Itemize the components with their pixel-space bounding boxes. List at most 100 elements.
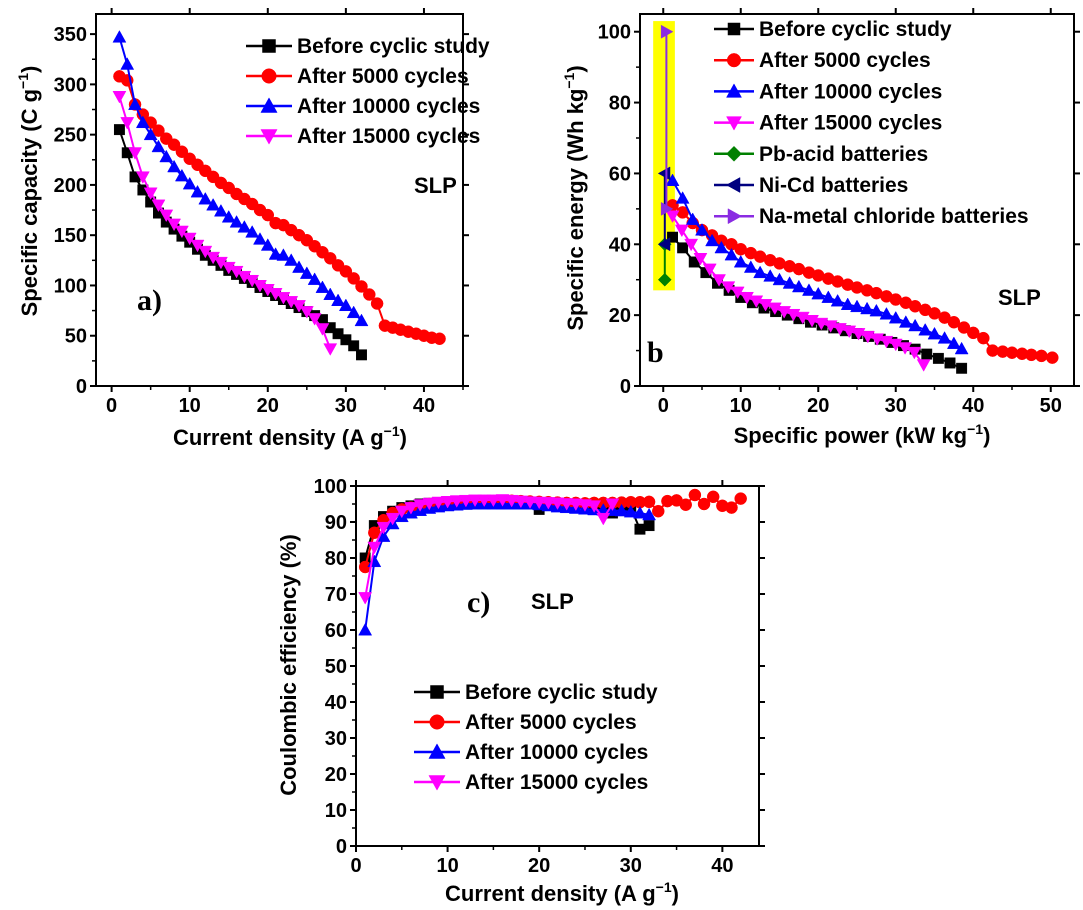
panel-b-x-tick-label: 50 <box>1040 395 1062 417</box>
panel-a-x-tick-label: 0 <box>106 395 117 417</box>
panel-b-series-1-point <box>947 315 961 329</box>
panel-b-series-1-point <box>967 326 980 340</box>
panel-b-series-3-point <box>916 359 931 372</box>
panel-a-series-2-point <box>307 272 322 285</box>
chart-b: b SLP Specific power (kW kg−1) Specific … <box>561 8 1080 448</box>
panel-b-series-2-point <box>743 260 758 273</box>
panel-c-y-tick-label: 40 <box>325 692 347 714</box>
panel-b-series-5-point <box>657 237 671 252</box>
panel-a-legend-marker <box>262 39 276 53</box>
panel-a-series-0-point <box>348 340 360 352</box>
panel-a-series-2-point <box>167 159 182 173</box>
panel-a-series-2-point <box>159 149 174 163</box>
panel-b-series-3 <box>665 210 931 372</box>
panel-a-legend-label: After 5000 cycles <box>297 65 469 88</box>
panel-b-highlight-box <box>653 21 675 291</box>
panel-c-series-3-point <box>449 495 464 508</box>
panel-c-y-axis-label: Coulombic efficiency (%) <box>276 534 301 796</box>
panel-c-y-tick-label: 50 <box>325 656 347 678</box>
panel-b-series-2-point <box>685 212 700 225</box>
panel-c-series-3-point <box>458 494 473 508</box>
panel-b-series-2-point <box>937 331 952 344</box>
panel-a-series-2-point <box>253 232 267 245</box>
panel-c-legend-label: After 5000 cycles <box>465 711 637 734</box>
panel-b-legend-marker <box>727 22 741 36</box>
panel-b-series-3-point <box>740 291 754 305</box>
panel-b-series-2-point <box>908 318 923 332</box>
panel-c-series-3-point <box>568 498 583 512</box>
panel-c-series-1-point <box>688 488 702 502</box>
panel-b-series-2-point <box>946 336 961 349</box>
panel-c-y-tick-label: 30 <box>325 728 347 750</box>
panel-a-series-1-point <box>370 297 384 310</box>
panel-a-series-3 <box>112 90 338 356</box>
panel-b-series-3-point <box>684 238 699 252</box>
panel-a-series-2-point <box>292 260 306 273</box>
panel-c-series-3-point <box>495 494 510 507</box>
panel-a-legend-marker <box>260 129 278 145</box>
panel-c-series-0-point <box>634 523 646 535</box>
panel-a-legend: Before cyclic study After 5000 cycles Afte… <box>246 35 490 148</box>
panel-a-series-3-point <box>315 323 330 336</box>
panel-b-x-tick-label: 40 <box>962 395 984 417</box>
panel-b-series-2-point <box>705 233 719 247</box>
panel-a-series-1-point <box>355 280 368 293</box>
panel-b-series-2-point <box>675 191 690 204</box>
panel-b-series-2-point <box>860 301 874 315</box>
panel-a-series-3-point <box>128 147 142 160</box>
panel-c-series-3-point <box>559 498 574 511</box>
panel-c-series-3-point <box>358 592 373 605</box>
panel-a-series-3-point <box>151 199 166 213</box>
panel-c-x-tick-label: 20 <box>528 855 550 877</box>
panel-a-label: a) <box>137 284 162 317</box>
panel-a-series-0-point <box>340 334 352 346</box>
panel-c-series-3-point <box>550 497 565 510</box>
panel-a-series-2-point <box>284 253 299 266</box>
panel-c-y-tick-label: 70 <box>325 584 347 606</box>
panel-c-series-1-point <box>642 495 656 509</box>
panel-c-x-tick-label: 40 <box>711 855 733 877</box>
panel-a-legend-marker <box>260 97 278 113</box>
panel-c-series-3-point <box>532 496 547 510</box>
panel-b-y-tick-label: 0 <box>620 376 631 398</box>
panel-c-legend-marker <box>428 775 446 791</box>
panel-a-series-2-point <box>206 198 221 211</box>
panel-a-series-3-point <box>159 209 174 223</box>
panel-c-series-1-point <box>725 501 738 514</box>
panel-a-series-2-point <box>174 168 189 182</box>
panel-b-legend-marker <box>725 177 741 193</box>
panel-b-series-0-point <box>932 352 944 364</box>
panel-a-axes-frame <box>95 13 464 387</box>
panel-a-series-2-point <box>112 30 127 43</box>
panel-a-series-3-point <box>182 232 197 246</box>
panel-a-series-2 <box>112 30 369 327</box>
panel-a-series-3-point <box>299 306 314 319</box>
panel-b-plot-area <box>653 21 1059 374</box>
panel-c-series-2-point <box>642 507 657 521</box>
panel-b-series-2-point <box>927 326 942 340</box>
panel-a-series-2-point <box>221 210 236 223</box>
panel-a-series-1-point <box>363 288 376 301</box>
panel-c-y-tick-label: 80 <box>325 548 347 570</box>
panel-b-series-6-point <box>660 201 674 216</box>
panel-a-y-tick-label: 0 <box>76 376 87 398</box>
panel-b-series-2-point <box>753 265 768 279</box>
panel-a-series-1-point <box>167 138 181 151</box>
panel-a-series-2-point <box>237 220 252 233</box>
panel-a-y-tick-label: 250 <box>54 125 87 147</box>
panel-a-series-3-point <box>112 90 127 104</box>
panel-c-series-1-point <box>652 504 665 518</box>
panel-b-legend-label: Pb-acid batteries <box>759 143 928 166</box>
panel-a-series-2-point <box>135 115 150 129</box>
panel-c-series-3-point <box>367 541 382 555</box>
panel-b-series-2-point <box>763 269 778 282</box>
panel-b-series-4-point <box>657 272 672 287</box>
panel-a-series-0 <box>113 124 367 361</box>
panel-b-legend-marker <box>726 53 742 68</box>
panel-a-series-1-point <box>339 265 353 278</box>
panel-c-series-3-point <box>468 494 482 508</box>
panel-b-x-axis-label: Specific power (kW kg−1) <box>734 421 991 448</box>
panel-a-series-2-point <box>346 305 361 319</box>
panel-a-series-3-point <box>167 218 182 232</box>
